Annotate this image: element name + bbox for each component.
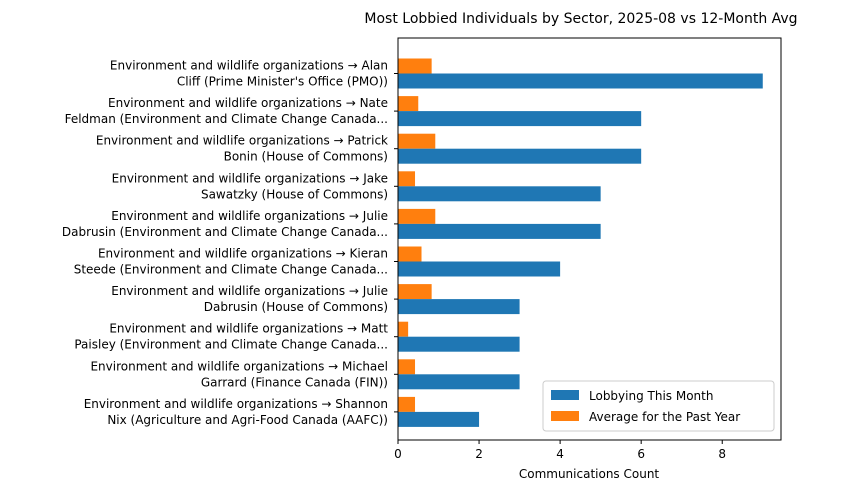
x-axis-label: Communications Count bbox=[519, 467, 660, 481]
y-tick-label-line2-7: Paisley (Environment and Climate Change … bbox=[74, 338, 388, 352]
bar-average-1 bbox=[398, 96, 419, 112]
bar-average-2 bbox=[398, 133, 436, 149]
y-tick-label-line1-3: Environment and wildlife organizations →… bbox=[112, 171, 388, 185]
legend-label-0: Lobbying This Month bbox=[589, 389, 713, 403]
y-tick-label-line1-0: Environment and wildlife organizations →… bbox=[110, 59, 388, 73]
bar-average-4 bbox=[398, 208, 436, 224]
legend-swatch-1 bbox=[551, 411, 579, 421]
bar-average-5 bbox=[398, 246, 422, 262]
x-tick-label-0: 0 bbox=[394, 447, 402, 461]
y-tick-label-line1-8: Environment and wildlife organizations →… bbox=[90, 359, 388, 373]
bar-this-month-5 bbox=[398, 261, 561, 277]
bar-this-month-0 bbox=[398, 73, 763, 89]
y-tick-label-line2-9: Nix (Agriculture and Agri-Food Canada (A… bbox=[107, 413, 388, 427]
x-tick-label-3: 6 bbox=[637, 447, 645, 461]
y-tick-label-line2-4: Dabrusin (Environment and Climate Change… bbox=[62, 225, 388, 239]
bar-this-month-3 bbox=[398, 186, 601, 202]
bar-this-month-8 bbox=[398, 374, 520, 390]
legend-label-1: Average for the Past Year bbox=[589, 410, 740, 424]
y-tick-label-line1-2: Environment and wildlife organizations →… bbox=[96, 134, 388, 148]
y-tick-label-line2-0: Cliff (Prime Minister's Office (PMO)) bbox=[177, 75, 388, 89]
y-tick-label-line2-5: Steede (Environment and Climate Change C… bbox=[74, 263, 388, 277]
x-tick-label-4: 8 bbox=[718, 447, 726, 461]
y-axis-ticks: Environment and wildlife organizations →… bbox=[62, 59, 398, 427]
y-tick-label-line1-6: Environment and wildlife organizations →… bbox=[111, 284, 388, 298]
legend: Lobbying This Month Average for the Past … bbox=[542, 380, 775, 432]
legend-box bbox=[542, 380, 775, 432]
bar-average-8 bbox=[398, 359, 416, 375]
bars-layer bbox=[398, 58, 763, 427]
bar-average-9 bbox=[398, 396, 416, 412]
bar-this-month-1 bbox=[398, 111, 642, 127]
y-tick-label-line1-5: Environment and wildlife organizations →… bbox=[98, 247, 388, 261]
bar-average-0 bbox=[398, 58, 432, 74]
bar-average-3 bbox=[398, 171, 416, 187]
bar-this-month-4 bbox=[398, 223, 601, 239]
y-tick-label-line2-1: Feldman (Environment and Climate Change … bbox=[65, 112, 388, 126]
y-tick-label-line2-3: Sawatzky (House of Commons) bbox=[201, 187, 388, 201]
bar-this-month-9 bbox=[398, 411, 480, 427]
legend-swatch-0 bbox=[551, 390, 579, 400]
y-tick-label-line2-6: Dabrusin (House of Commons) bbox=[204, 300, 388, 314]
y-tick-label-line1-1: Environment and wildlife organizations →… bbox=[108, 96, 388, 110]
y-tick-label-line1-4: Environment and wildlife organizations →… bbox=[111, 209, 388, 223]
bar-this-month-7 bbox=[398, 336, 520, 352]
bar-this-month-6 bbox=[398, 299, 520, 315]
x-tick-label-1: 2 bbox=[475, 447, 483, 461]
bar-this-month-2 bbox=[398, 148, 642, 164]
y-tick-label-line2-2: Bonin (House of Commons) bbox=[224, 150, 388, 164]
bar-average-7 bbox=[398, 321, 409, 337]
y-tick-label-line2-8: Garrard (Finance Canada (FIN)) bbox=[201, 375, 388, 389]
y-tick-label-line1-9: Environment and wildlife organizations →… bbox=[84, 397, 388, 411]
plot-frame bbox=[397, 37, 782, 441]
x-tick-label-2: 4 bbox=[556, 447, 564, 461]
chart-title: Most Lobbied Individuals by Sector, 2025… bbox=[364, 11, 797, 27]
y-tick-label-line1-7: Environment and wildlife organizations →… bbox=[109, 322, 388, 336]
x-axis-ticks: 0 2 4 6 8 bbox=[394, 440, 726, 461]
bar-average-6 bbox=[398, 284, 432, 300]
